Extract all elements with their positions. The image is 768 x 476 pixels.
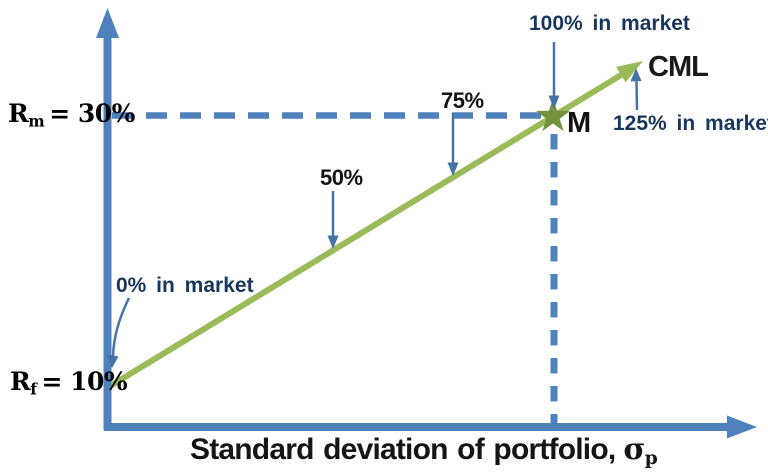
weight-100-label: 100% in market bbox=[529, 12, 690, 35]
cml-label: CML bbox=[648, 51, 709, 83]
weight-75-label: 75% bbox=[441, 88, 484, 113]
weight-0-label: 0% in market bbox=[116, 274, 254, 297]
weight-50-arrowhead bbox=[327, 235, 339, 249]
sigma-glyph: σ bbox=[623, 432, 645, 467]
weight-50-label: 50% bbox=[320, 165, 363, 190]
rf-symbol: R bbox=[10, 367, 31, 396]
rf-subscript: f bbox=[30, 379, 37, 399]
rf-value-label: Rf = 10% bbox=[10, 367, 128, 399]
sigma-subscript: p bbox=[644, 448, 658, 470]
rm-symbol: R bbox=[8, 99, 29, 128]
x-axis-title: Standard deviation of portfolio, σp bbox=[190, 432, 658, 470]
sigma-symbol: σp bbox=[615, 432, 658, 470]
rf-value: = 10% bbox=[41, 367, 128, 396]
weight-125-label: 125% in market bbox=[613, 112, 768, 135]
market-point-label: M bbox=[567, 107, 591, 139]
rm-subscript: m bbox=[28, 111, 45, 131]
y-axis-arrowhead bbox=[96, 8, 119, 38]
x-axis-arrowhead bbox=[727, 415, 757, 439]
weight-125-arrowhead bbox=[630, 68, 642, 82]
market-point-star bbox=[535, 98, 571, 132]
weight-75-arrowhead bbox=[447, 162, 459, 176]
x-axis-title-text: Standard deviation of portfolio, bbox=[190, 433, 616, 466]
cml-line bbox=[105, 69, 628, 391]
weight-125-arrow bbox=[635, 79, 639, 111]
cml-line-arrowhead bbox=[616, 61, 643, 83]
weight-0-arrow bbox=[111, 297, 131, 357]
rm-value: = 30% bbox=[49, 99, 135, 128]
weight-100-arrowhead bbox=[548, 95, 560, 109]
weight-0-arrowhead bbox=[106, 354, 119, 368]
rm-value-label: Rm = 30% bbox=[8, 99, 135, 131]
